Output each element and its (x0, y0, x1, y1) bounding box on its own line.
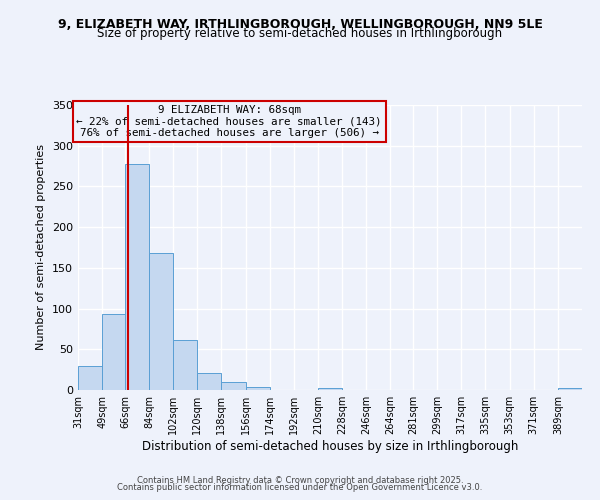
Text: 9 ELIZABETH WAY: 68sqm
← 22% of semi-detached houses are smaller (143)
76% of se: 9 ELIZABETH WAY: 68sqm ← 22% of semi-det… (76, 105, 382, 138)
Bar (173, 340, 197, 390)
Bar (197, 373, 221, 390)
X-axis label: Distribution of semi-detached houses by size in Irthlingborough: Distribution of semi-detached houses by … (142, 440, 518, 453)
Text: Contains HM Land Registry data © Crown copyright and database right 2025.: Contains HM Land Registry data © Crown c… (137, 476, 463, 485)
Bar (125, 164, 149, 390)
Bar (78, 366, 102, 390)
Text: 9, ELIZABETH WAY, IRTHLINGBOROUGH, WELLINGBOROUGH, NN9 5LE: 9, ELIZABETH WAY, IRTHLINGBOROUGH, WELLI… (58, 18, 542, 30)
Bar (558, 388, 582, 390)
Bar (245, 386, 269, 390)
Text: Size of property relative to semi-detached houses in Irthlingborough: Size of property relative to semi-detach… (97, 28, 503, 40)
Text: Contains public sector information licensed under the Open Government Licence v3: Contains public sector information licen… (118, 484, 482, 492)
Bar (318, 388, 342, 390)
Y-axis label: Number of semi-detached properties: Number of semi-detached properties (37, 144, 46, 350)
Bar (149, 253, 173, 390)
Bar (221, 382, 245, 390)
Bar (102, 314, 126, 390)
